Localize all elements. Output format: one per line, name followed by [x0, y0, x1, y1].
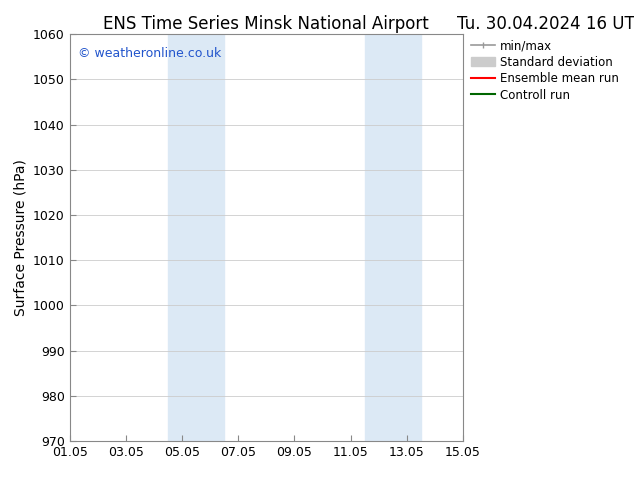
Text: ENS Time Series Minsk National Airport: ENS Time Series Minsk National Airport	[103, 15, 429, 33]
Bar	[168, 34, 224, 441]
Y-axis label: Surface Pressure (hPa): Surface Pressure (hPa)	[13, 159, 27, 316]
Bar	[365, 34, 421, 441]
Text: Tu. 30.04.2024 16 UTC: Tu. 30.04.2024 16 UTC	[458, 15, 634, 33]
Legend: min/max, Standard deviation, Ensemble mean run, Controll run: min/max, Standard deviation, Ensemble me…	[467, 34, 623, 106]
Text: © weatheronline.co.uk: © weatheronline.co.uk	[77, 47, 221, 59]
